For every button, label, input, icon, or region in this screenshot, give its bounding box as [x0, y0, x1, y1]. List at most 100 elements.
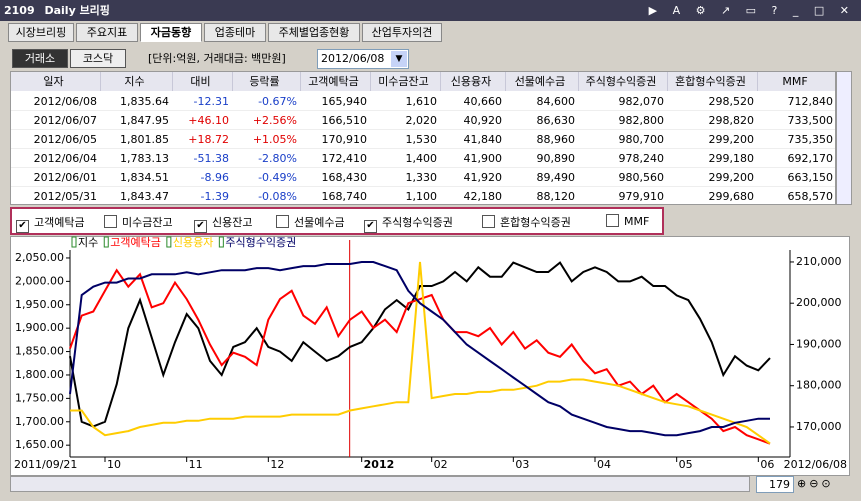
market-button[interactable]: 거래소 [12, 49, 68, 68]
table-cell: 735,350 [758, 130, 835, 149]
y-tick-label: 1,850.00 [15, 345, 64, 358]
table-cell: 168,740 [301, 187, 371, 204]
checkbox-label: 혼합형수익증권 [500, 216, 571, 229]
table-cell: -1.39 [173, 187, 233, 204]
table-cell: 663,150 [758, 168, 835, 187]
table-cell: 172,410 [301, 149, 371, 168]
checkbox[interactable] [482, 215, 495, 228]
window-controls[interactable]: ▶ A ⚙ ↗ ▭ ? _ □ ✕ [648, 4, 855, 17]
table-cell: 1,783.13 [101, 149, 173, 168]
table-cell: 2012/06/01 [11, 168, 101, 187]
window-code: 2109 [4, 4, 35, 17]
checkbox[interactable]: ✔ [16, 220, 29, 233]
checkbox-item[interactable]: ✔ 고객예탁금 [16, 214, 85, 233]
series-line [69, 268, 771, 445]
table-cell: -51.38 [173, 149, 233, 168]
zoom-input[interactable]: 179 [756, 476, 794, 493]
checkbox-item[interactable]: MMF [606, 214, 649, 230]
checkbox-item[interactable]: ✔ 신용잔고 [194, 214, 253, 233]
legend-label: 고객예탁금 [110, 236, 161, 249]
checkbox[interactable]: ✔ [364, 220, 377, 233]
table-cell: 166,510 [301, 111, 371, 130]
series-checkboxes: ✔ 고객예탁금 미수금잔고 ✔ 신용잔고 선물예수금 ✔ 주식형수익증권 혼합형수익증권 MMF [10, 207, 664, 235]
y-tick-label: 2,050.00 [15, 251, 64, 264]
y-tick-label: 1,750.00 [15, 391, 64, 404]
y2-tick-label: 190,000 [796, 337, 842, 350]
tab[interactable]: 주체별업종현황 [268, 23, 360, 42]
legend-swatch [71, 236, 77, 248]
checkbox-label: 고객예탁금 [34, 216, 85, 229]
y-tick-label: 1,650.00 [15, 438, 64, 451]
table-cell: -12.31 [173, 92, 233, 111]
checkbox-label: 선물예수금 [294, 216, 345, 229]
y2-tick-label: 170,000 [796, 420, 842, 433]
dropdown-arrow[interactable]: ▼ [391, 51, 407, 67]
table-cell: 89,490 [506, 168, 579, 187]
table-cell: +1.05% [233, 130, 301, 149]
tab[interactable]: 시장브리핑 [8, 23, 74, 42]
column-header: 미수금잔고 [371, 72, 441, 91]
tab[interactable]: 업종테마 [204, 23, 266, 42]
unit-label: [단위:억원, 거래대금: 백만원] [148, 52, 286, 65]
table-cell: 979,910 [579, 187, 668, 204]
table-cell: 84,600 [506, 92, 579, 111]
checkbox[interactable] [104, 215, 117, 228]
table-cell: 980,700 [579, 130, 668, 149]
column-header: 신용융자 [441, 72, 506, 91]
x-tick-label: 03 [515, 458, 529, 471]
column-header: 선물예수금 [506, 72, 579, 91]
x-tick-label: 04 [597, 458, 611, 471]
checkbox-item[interactable]: 미수금잔고 [104, 214, 173, 230]
date-select[interactable]: 2012/06/08 ▼ [317, 49, 409, 69]
checkbox[interactable] [276, 215, 289, 228]
x-tick-label: 06 [760, 458, 774, 471]
table-cell: 2012/05/31 [11, 187, 101, 204]
table-cell: 658,570 [758, 187, 835, 204]
window-title: Daily 브리핑 [44, 4, 110, 17]
table-cell: 1,100 [371, 187, 441, 204]
y2-tick-label: 200,000 [796, 296, 842, 309]
chart-area [10, 236, 850, 476]
checkbox-item[interactable]: 선물예수금 [276, 214, 345, 230]
x-tick-label: 10 [107, 458, 121, 471]
x-tick-label: 2011/09/21 [14, 458, 77, 471]
table-cell: 692,170 [758, 149, 835, 168]
table-cell: +2.56% [233, 111, 301, 130]
column-header: 고객예탁금 [301, 72, 371, 91]
x-tick-label: 2012/06/08 [784, 458, 847, 471]
checkbox-item[interactable]: ✔ 주식형수익증권 [364, 214, 453, 233]
column-header: 일자 [11, 72, 101, 91]
table-cell: 299,680 [668, 187, 758, 204]
tab[interactable]: 산업투자의견 [362, 23, 442, 42]
table-cell: 298,520 [668, 92, 758, 111]
column-header: 혼합형수익증권 [668, 72, 758, 91]
table-cell: +46.10 [173, 111, 233, 130]
x-tick-label: 05 [679, 458, 693, 471]
table-cell: 2012/06/05 [11, 130, 101, 149]
legend-label: 주식형수익증권 [225, 236, 296, 249]
table-cell: 170,910 [301, 130, 371, 149]
column-header: 주식형수익증권 [579, 72, 668, 91]
tab[interactable]: 자금동향 [140, 23, 202, 42]
market-button[interactable]: 코스닥 [70, 49, 126, 68]
checkbox-label: 신용잔고 [212, 216, 253, 229]
zoom-buttons[interactable]: ⊕⊖⊙ [797, 477, 834, 490]
checkbox[interactable]: ✔ [194, 220, 207, 233]
chart-scrollbar[interactable] [10, 476, 750, 492]
x-tick-label: 02 [434, 458, 448, 471]
table-cell: 1,610 [371, 92, 441, 111]
table-cell: 2,020 [371, 111, 441, 130]
checkbox[interactable] [606, 214, 619, 227]
data-table: 일자 지수 대비 등락률 고객예탁금 미수금잔고 신용융자 선물예수금 주식형수익증권 혼합형수익… [10, 71, 836, 205]
x-tick-label: 12 [270, 458, 284, 471]
table-cell: 978,240 [579, 149, 668, 168]
table-cell: 298,820 [668, 111, 758, 130]
x-tick-label: 2012 [364, 458, 395, 471]
checkbox-label: 미수금잔고 [122, 216, 173, 229]
table-cell: 982,800 [579, 111, 668, 130]
tab[interactable]: 주요지표 [76, 23, 138, 42]
table-scrollbar[interactable] [836, 71, 852, 205]
table-cell: 1,400 [371, 149, 441, 168]
checkbox-item[interactable]: 혼합형수익증권 [482, 214, 571, 230]
